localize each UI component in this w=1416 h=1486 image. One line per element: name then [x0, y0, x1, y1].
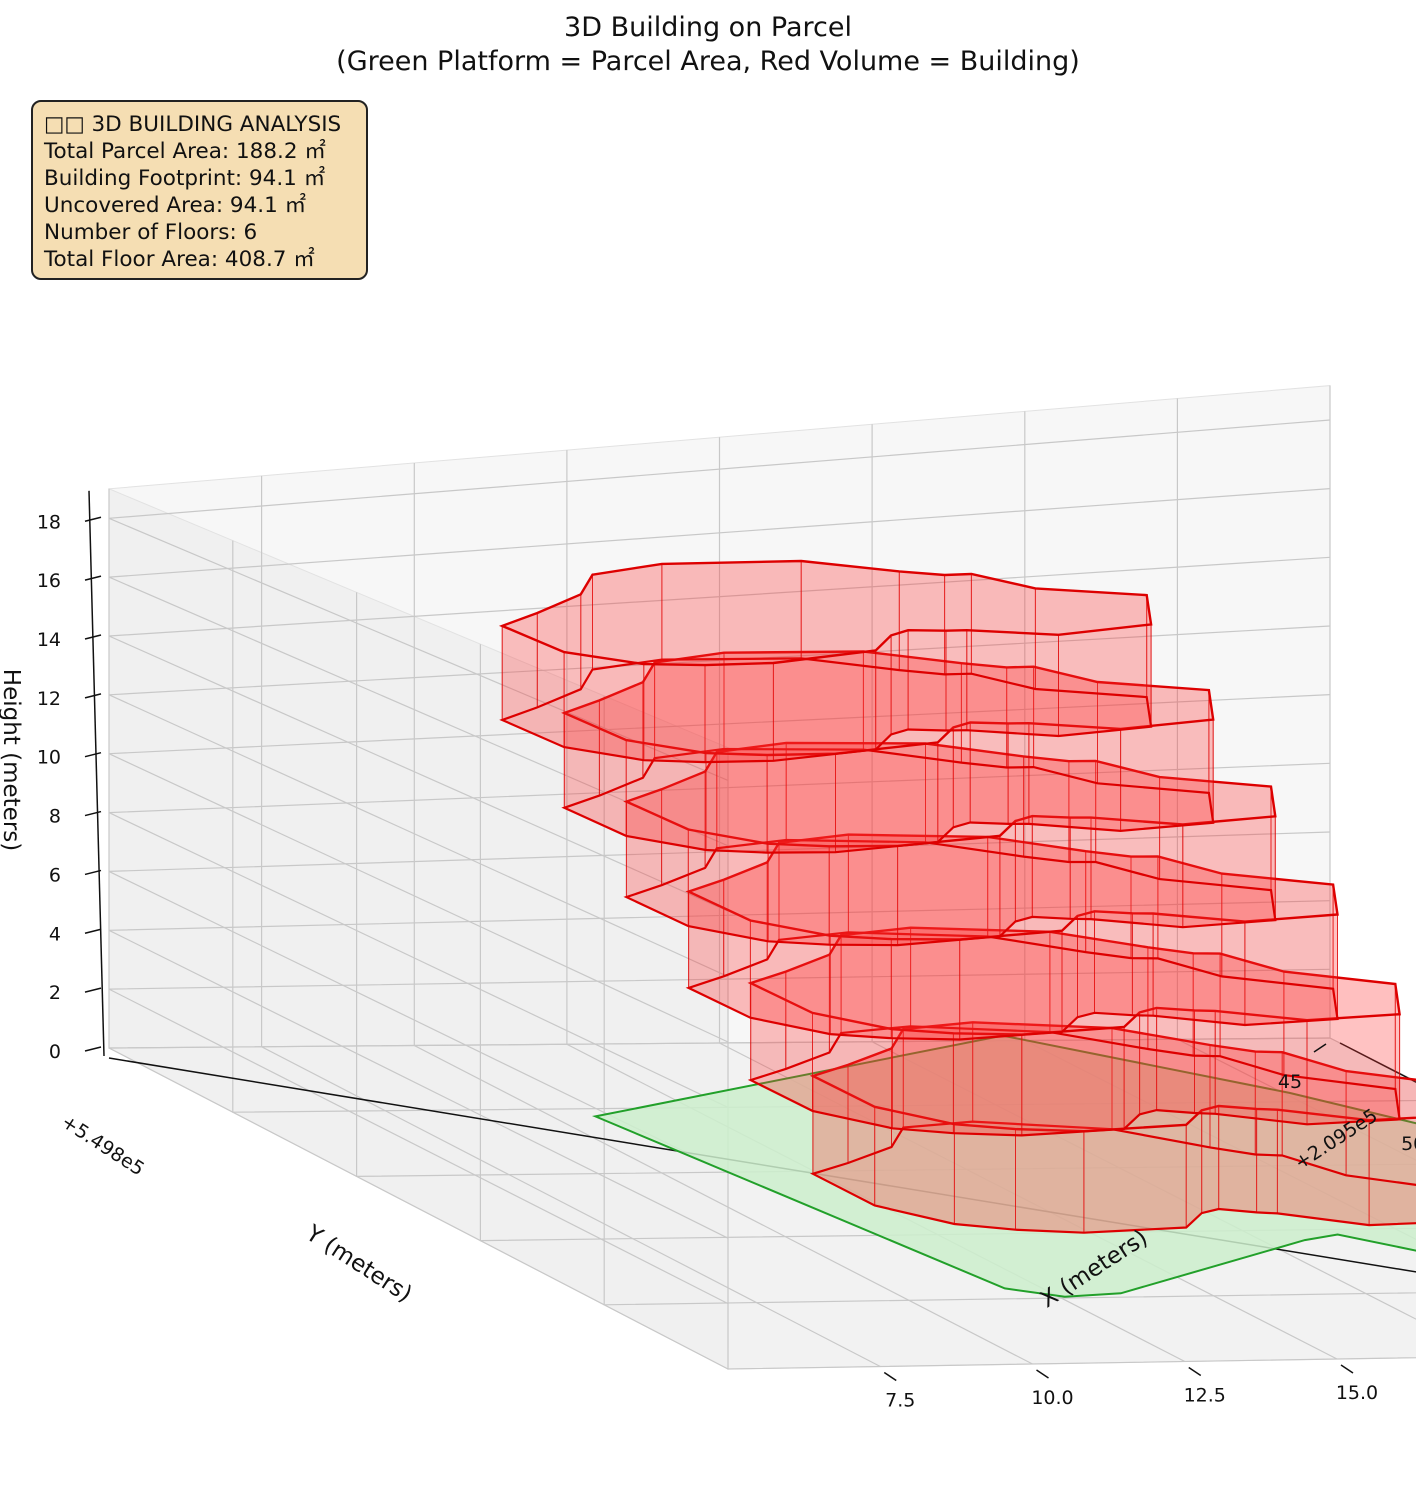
z-tick-mark [84, 516, 102, 522]
floor-slab-bottom [747, 1025, 1401, 1137]
info-uncovered-area: Uncovered Area: 94.1 ㎡ [44, 193, 307, 218]
chart-subtitle: (Green Platform = Parcel Area, Red Volum… [336, 46, 1080, 77]
z-tick-mark [84, 869, 102, 876]
floor-6 [498, 559, 1153, 764]
z-tick-label: 4 [49, 923, 61, 945]
z-tick-label: 6 [49, 864, 61, 886]
gridline-z [108, 762, 1331, 1108]
y-tick-label: 45 [1278, 1071, 1302, 1093]
x-tick-label: 7.5 [885, 1390, 915, 1412]
z-tick-mark [84, 575, 102, 581]
floor-slab-top [561, 650, 1215, 757]
floor-slab-bottom [499, 657, 1153, 764]
gridlines [108, 385, 1416, 1370]
gridline-z [108, 488, 1331, 847]
floor-slab-top [747, 926, 1401, 1036]
z-tick-mark [84, 751, 102, 758]
parcel-platform [591, 1034, 1416, 1298]
gridline-z [108, 1037, 1331, 1370]
floor-slab-bottom [561, 747, 1215, 854]
tick-labels: 7.510.012.515.017.520.022.525.0455055606… [37, 511, 1416, 1411]
z-tick-label: 8 [49, 806, 61, 828]
gridline-z [108, 419, 1331, 781]
info-parcel-area: Total Parcel Area: 188.2 ㎡ [44, 139, 326, 164]
y-axis-label: Y (meters) [300, 1220, 416, 1308]
z-tick-mark [84, 693, 102, 699]
z-tick-mark [84, 928, 102, 935]
z-tick-mark [84, 1046, 102, 1052]
z-tick-mark [84, 634, 102, 640]
floor-4 [623, 741, 1277, 947]
floor-slab-bottom [623, 838, 1277, 947]
floor-2 [747, 926, 1401, 1137]
floor-1 [809, 1021, 1416, 1234]
z-tick-label: 14 [37, 629, 61, 651]
chart-title: 3D Building on Parcel [564, 12, 852, 43]
z-tick-label: 18 [37, 511, 61, 533]
x-tick-mark [1036, 1369, 1049, 1379]
z-tick-label: 16 [37, 570, 61, 592]
floor-wall [1345, 1070, 1416, 1186]
info-total-floor-area: Total Floor Area: 408.7 ㎡ [44, 247, 315, 272]
floor-3 [685, 833, 1339, 1041]
gridline-z [108, 625, 1331, 978]
z-tick-mark [84, 810, 102, 817]
info-heading: □□ 3D BUILDING ANALYSIS [44, 112, 342, 137]
z-tick-label: 10 [37, 747, 61, 769]
x-tick-mark [883, 1371, 897, 1382]
floor-slab-top [685, 833, 1339, 941]
floor-slab-top [623, 741, 1277, 848]
floor-5 [561, 650, 1215, 854]
x-tick-label: 12.5 [1184, 1385, 1226, 1407]
info-number-of-floors: Number of Floors: 6 [44, 220, 258, 245]
x-tick-label: 10.0 [1031, 1387, 1073, 1409]
z-tick-label: 12 [37, 688, 61, 710]
z-tick-label: 2 [49, 982, 61, 1004]
gridline-z [108, 694, 1331, 1043]
gridline-z [108, 831, 1331, 1174]
z-tick-label: 0 [49, 1041, 61, 1063]
y-tick-mark [1313, 1043, 1327, 1053]
gridline-z [108, 900, 1331, 1239]
z-tick-mark [84, 987, 102, 993]
z-axis-line [88, 490, 105, 1057]
gridline-z [108, 968, 1331, 1305]
info-building-footprint: Building Footprint: 94.1 ㎡ [44, 166, 326, 191]
floor-slab-top [498, 559, 1153, 667]
floor-slab-bottom [685, 931, 1339, 1041]
y-tick-label: 50 [1401, 1133, 1416, 1155]
building-volume [498, 559, 1416, 1234]
parcel-polygon [591, 1034, 1416, 1298]
x-tick-mark [1188, 1366, 1202, 1377]
y-offset-label: +5.498e5 [57, 1111, 148, 1181]
x-tick-label: 15.0 [1336, 1382, 1378, 1404]
x-tick-mark [1340, 1364, 1354, 1374]
z-axis-label: Height (meters) [0, 669, 24, 851]
floor-slab-top [809, 1021, 1416, 1133]
gridline-z [108, 556, 1331, 912]
floor-slab-bottom [809, 1120, 1416, 1234]
analysis-info-box: □□ 3D BUILDING ANALYSIS Total Parcel Are… [31, 100, 368, 280]
